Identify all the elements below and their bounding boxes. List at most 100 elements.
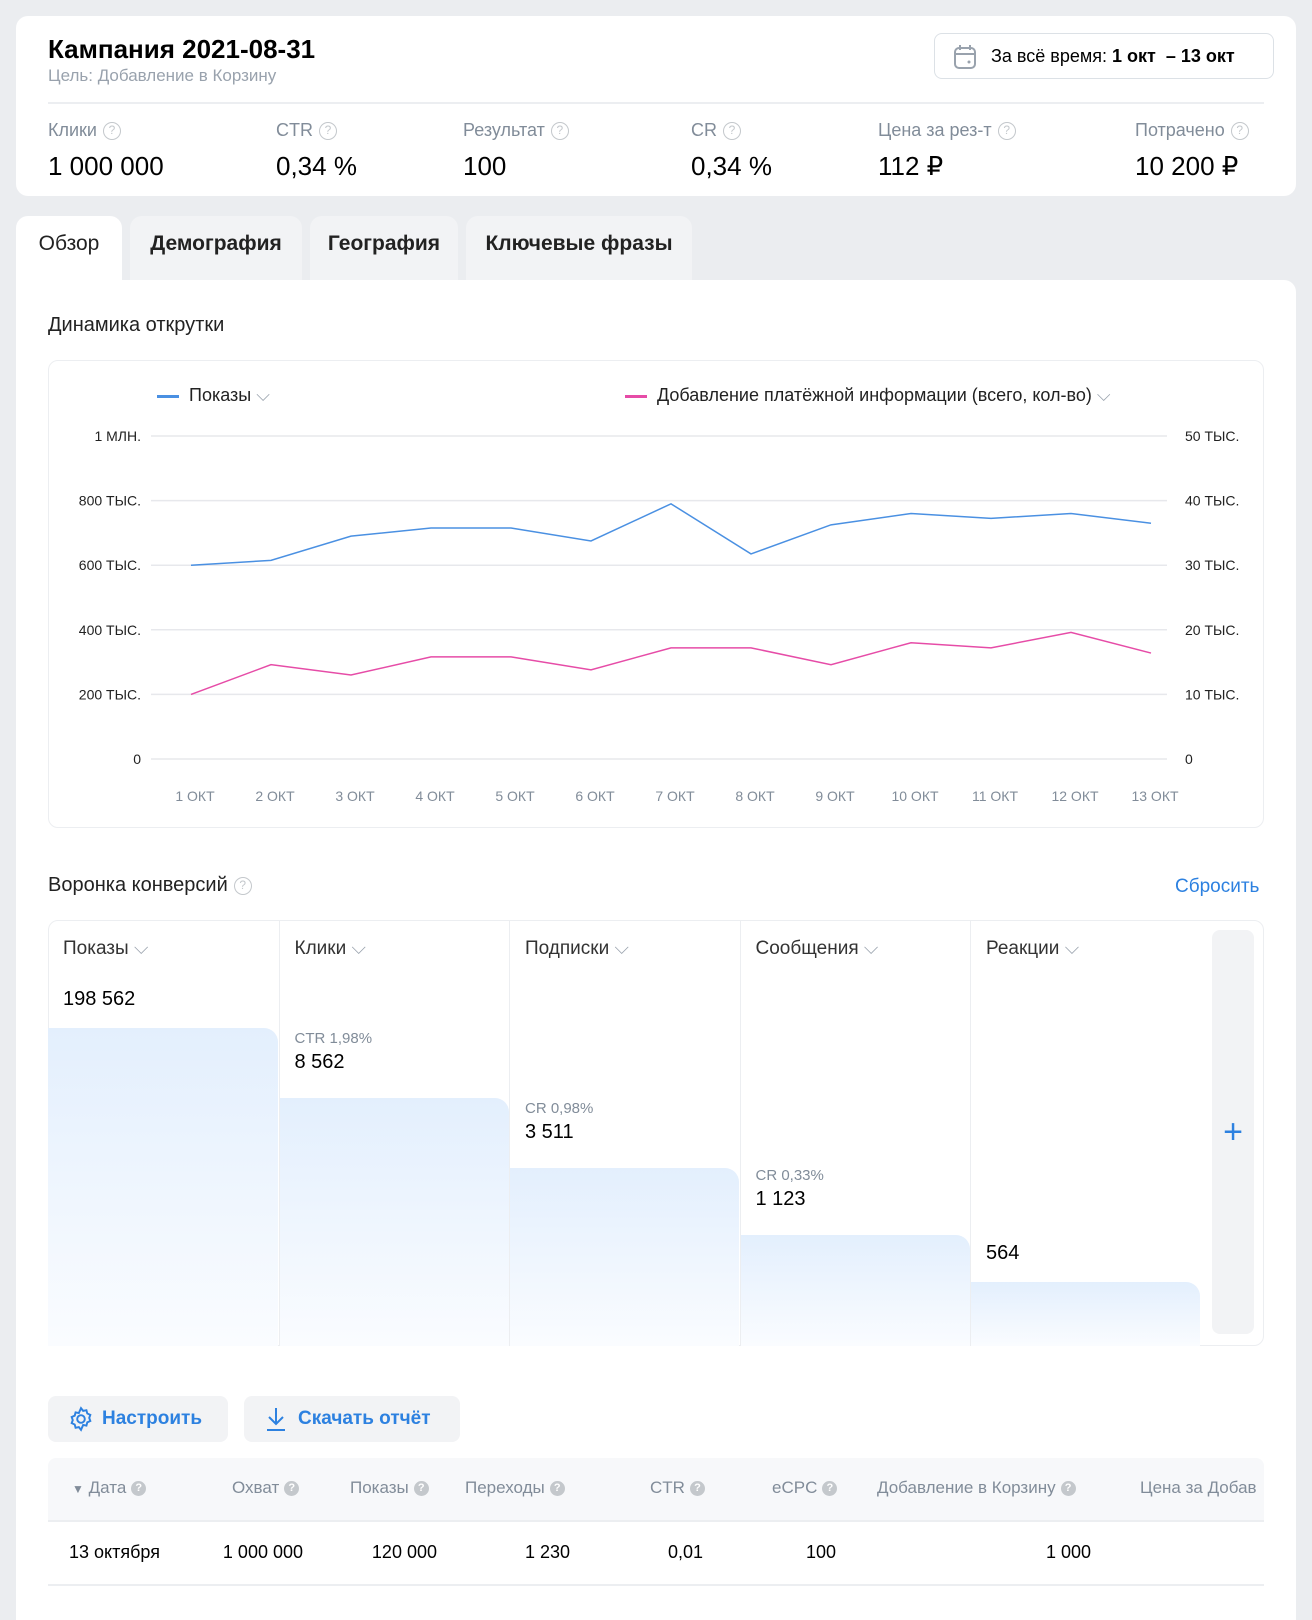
right-axis-tick: 50 ТЫС. (1185, 428, 1239, 444)
left-axis-tick: 600 ТЫС. (79, 557, 141, 573)
help-icon[interactable]: ? (551, 122, 569, 140)
stat-value: 0,34 % (276, 151, 357, 182)
help-icon[interactable]: ? (319, 122, 337, 140)
funnel-step-label: Реакции (986, 938, 1059, 959)
funnel-bar (741, 1235, 970, 1346)
reset-link[interactable]: Сбросить (1175, 876, 1259, 898)
stat-label-text: CR (691, 120, 717, 140)
stat-value: 1 000 000 (48, 151, 164, 182)
tab-label: География (328, 232, 440, 255)
left-axis-tick: 1 МЛН. (94, 428, 141, 444)
help-icon[interactable]: ? (234, 877, 252, 895)
sort-desc-icon: ▼ (72, 1482, 84, 1496)
table-cell: 100 (806, 1542, 836, 1563)
funnel-step-selector[interactable]: Подписки ⌵ (525, 938, 629, 960)
funnel-step-label: Сообщения (756, 938, 859, 959)
tab-demography[interactable]: Демография (130, 216, 302, 280)
chevron-down-icon: ⌵ (1065, 938, 1079, 959)
stat-label-text: Потрачено (1135, 120, 1225, 140)
column-header[interactable]: Переходы? (465, 1478, 565, 1498)
x-axis-tick: 8 ОКТ (735, 788, 775, 804)
help-icon[interactable]: ? (550, 1481, 565, 1496)
x-axis-tick: 10 ОКТ (891, 788, 939, 804)
stat-value: 10 200 ₽ (1135, 151, 1249, 182)
funnel-step-selector[interactable]: Показы ⌵ (63, 938, 148, 960)
funnel-step-selector[interactable]: Реакции ⌵ (986, 938, 1079, 960)
column-header[interactable]: Цена за Добав (1140, 1478, 1257, 1498)
gear-icon (68, 1406, 94, 1432)
x-axis-tick: 4 ОКТ (415, 788, 455, 804)
funnel-value: 3 511 (525, 1121, 593, 1144)
stat-item: Клики?1 000 000 (48, 120, 164, 182)
tab-keywords[interactable]: Ключевые фразы (466, 216, 692, 280)
funnel-step-values: 198 562 (63, 984, 135, 1011)
help-icon[interactable]: ? (1231, 122, 1249, 140)
table-cell: 120 000 (372, 1542, 437, 1563)
campaign-summary-card: Кампания 2021-08-31 Цель: Добавление в К… (16, 16, 1296, 196)
page-title: Кампания 2021-08-31 (48, 34, 315, 65)
funnel-bar (971, 1282, 1200, 1346)
column-header-label: eCPC (772, 1478, 817, 1497)
tab-label: Ключевые фразы (485, 232, 672, 255)
help-icon[interactable]: ? (723, 122, 741, 140)
x-axis-tick: 9 ОКТ (815, 788, 855, 804)
x-axis-tick: 2 ОКТ (255, 788, 295, 804)
column-header[interactable]: eCPC? (772, 1478, 837, 1498)
column-header[interactable]: Добавление в Корзину? (877, 1478, 1076, 1498)
funnel-step-selector[interactable]: Клики ⌵ (295, 938, 366, 960)
left-axis-tick: 800 ТЫС. (79, 493, 141, 509)
download-icon (264, 1406, 288, 1432)
x-axis-tick: 6 ОКТ (575, 788, 615, 804)
help-icon[interactable]: ? (690, 1481, 705, 1496)
configure-button[interactable]: Настроить (48, 1396, 228, 1442)
right-axis-tick: 30 ТЫС. (1185, 557, 1239, 573)
x-axis-tick: 7 ОКТ (655, 788, 695, 804)
help-icon[interactable]: ? (998, 122, 1016, 140)
funnel-rate: CR 0,33% (756, 1167, 824, 1184)
help-icon[interactable]: ? (822, 1481, 837, 1496)
column-header[interactable]: Охват? (232, 1478, 299, 1498)
funnel-step-label: Клики (295, 938, 347, 959)
download-label: Скачать отчёт (298, 1408, 431, 1429)
stat-label-text: CTR (276, 120, 313, 140)
table-row-divider (48, 1584, 1264, 1586)
column-header[interactable]: Показы? (350, 1478, 429, 1498)
chevron-down-icon: ⌵ (615, 938, 629, 959)
left-axis-tick: 0 (133, 751, 141, 767)
stat-label: Цена за рез-т? (878, 120, 1016, 141)
funnel-step-selector[interactable]: Сообщения ⌵ (756, 938, 879, 960)
stat-label-text: Цена за рез-т (878, 120, 992, 140)
funnel-rate: CR 0,98% (525, 1100, 593, 1117)
date-range-button[interactable]: За всё время: 1 окт – 13 окт (934, 33, 1274, 79)
column-header-label: Цена за Добав (1140, 1478, 1257, 1497)
x-axis-tick: 3 ОКТ (335, 788, 375, 804)
tab-geography[interactable]: География (310, 216, 458, 280)
funnel-value: 8 562 (295, 1051, 373, 1074)
funnel-title-text: Воронка конверсий (48, 874, 228, 896)
right-axis-tick: 40 ТЫС. (1185, 493, 1239, 509)
campaign-goal: Цель: Добавление в Корзину (48, 66, 276, 86)
download-report-button[interactable]: Скачать отчёт (244, 1396, 460, 1442)
add-funnel-step-button[interactable]: + (1212, 930, 1254, 1334)
stat-value: 100 (463, 151, 569, 182)
tab-overview[interactable]: Обзор (16, 216, 122, 280)
date-range-value: 1 окт – 13 окт (1112, 46, 1235, 66)
help-icon[interactable]: ? (103, 122, 121, 140)
column-header-label: CTR (650, 1478, 685, 1497)
left-axis-tick: 200 ТЫС. (79, 686, 141, 702)
funnel-step-label: Подписки (525, 938, 609, 959)
chart-container: Показы ⌵ Добавление платёжной информации… (48, 360, 1264, 828)
funnel-step: Реакции ⌵ 564 (970, 920, 1200, 1346)
column-header[interactable]: CTR? (650, 1478, 705, 1498)
funnel-rate: CTR 1,98% (295, 1030, 373, 1047)
column-header[interactable]: ▼ Дата? (72, 1478, 146, 1498)
help-icon[interactable]: ? (1061, 1481, 1076, 1496)
x-axis-tick: 5 ОКТ (495, 788, 535, 804)
help-icon[interactable]: ? (414, 1481, 429, 1496)
right-axis-tick: 0 (1185, 751, 1193, 767)
help-icon[interactable]: ? (284, 1481, 299, 1496)
funnel-value: 198 562 (63, 988, 135, 1011)
funnel-bar (48, 1028, 278, 1346)
help-icon[interactable]: ? (131, 1481, 146, 1496)
